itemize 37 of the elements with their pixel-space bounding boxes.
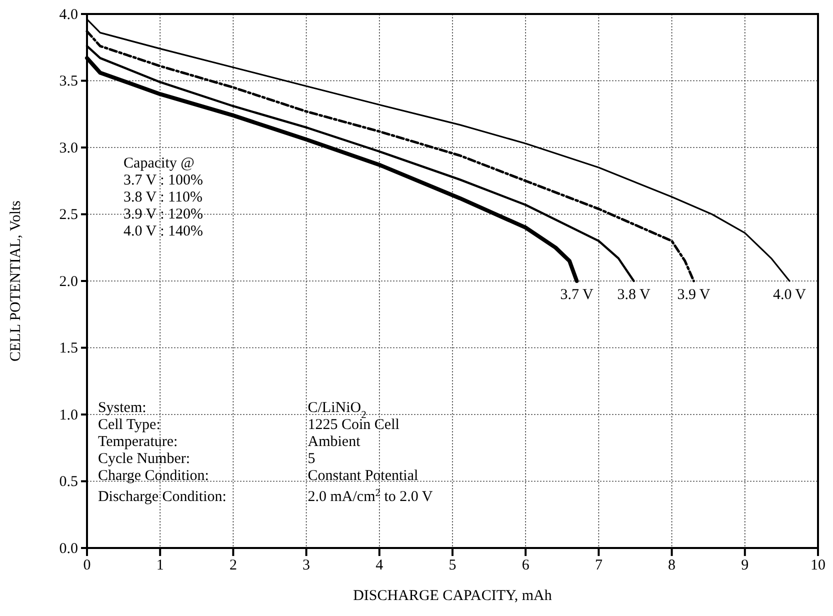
y-axis-title: CELL POTENTIAL, Volts [8,200,24,362]
y-tick-label: 2.0 [59,274,78,290]
annotation: System: [98,400,146,416]
x-tick-label: 10 [810,558,826,574]
y-tick-label: 3.0 [59,140,78,156]
series-label: 4.0 V [772,287,806,303]
y-tick-label: 0.0 [59,540,78,557]
annotation: Cycle Number: [98,450,190,467]
annotation: Temperature: [98,434,178,450]
x-tick-label: 1 [156,558,164,574]
annotation: Constant Potential [308,468,418,484]
x-axis-title: DISCHARGE CAPACITY, mAh [353,588,552,604]
y-tick-label: 1.5 [59,340,78,357]
annotation: 2.0 mA/cm$^{2}$ to 2.0 V [308,487,433,505]
y-tick-label: 3.5 [59,74,78,90]
annotation: Cell Type: [98,416,160,433]
x-tick-label: 6 [522,558,530,574]
y-tick-label: 4.0 [59,6,78,23]
y-tick-label: 2.5 [59,207,78,224]
x-tick-label: 3 [302,558,310,574]
y-tick-label: 0.5 [59,474,78,490]
annotation: 5 [308,450,316,467]
x-tick-label: 0 [83,558,91,574]
y-tick-label: 1.0 [59,407,78,424]
annotation: Capacity @ 3.7 V : 100% 3.8 V : 110% 3.9 V : 120% 4.0 V : 140% [124,156,204,240]
series-label: 3.9 V [677,287,710,303]
x-tick-label: 7 [594,558,603,574]
annotation: Ambient [308,434,362,450]
x-tick-label: 5 [448,558,456,574]
annotation: Charge Condition: [98,468,209,484]
x-tick-label: 4 [376,558,384,574]
series-label: 3.7 V [560,287,594,303]
series-label: 3.8 V [617,287,650,303]
x-tick-label: 2 [229,558,237,574]
x-tick-label: 8 [668,558,676,574]
annotation: Discharge Condition: [98,488,226,505]
x-tick-label: 9 [741,558,749,574]
